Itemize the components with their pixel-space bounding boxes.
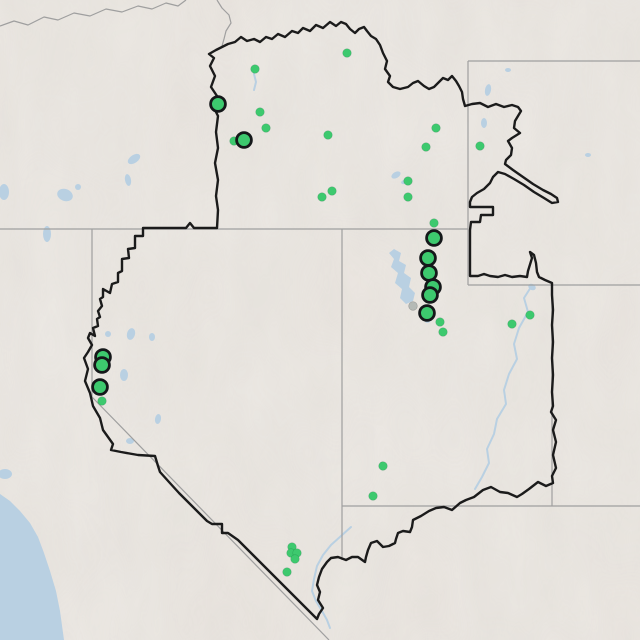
observation-dot[interactable]: [438, 327, 448, 337]
observation-cluster-marker[interactable]: [235, 131, 253, 149]
observation-dot[interactable]: [97, 396, 107, 406]
gray-observation-dot[interactable]: [408, 301, 418, 311]
lake: [105, 331, 111, 337]
lake: [57, 188, 73, 202]
lake: [0, 184, 9, 200]
observation-dot[interactable]: [342, 48, 352, 58]
observation-cluster-marker[interactable]: [93, 356, 111, 374]
state-border-line: [216, 0, 232, 47]
observation-dot[interactable]: [250, 64, 260, 74]
lake: [124, 174, 132, 186]
observation-dot[interactable]: [525, 310, 535, 320]
lake: [585, 153, 591, 157]
observation-cluster-marker[interactable]: [209, 95, 227, 113]
observation-dot[interactable]: [368, 491, 378, 501]
observation-dot[interactable]: [429, 218, 439, 228]
observation-cluster-marker[interactable]: [421, 286, 439, 304]
observation-markers[interactable]: [91, 48, 535, 577]
lake: [127, 153, 141, 165]
lake: [126, 438, 134, 444]
lake: [389, 249, 415, 304]
observation-dot[interactable]: [290, 554, 300, 564]
observation-dot[interactable]: [327, 186, 337, 196]
lake: [120, 369, 128, 381]
observation-cluster-marker[interactable]: [425, 229, 443, 247]
lake: [126, 328, 136, 340]
rivers: [253, 73, 532, 629]
observation-dot[interactable]: [475, 141, 485, 151]
region-boundary-outline: [82, 20, 560, 621]
observation-dot[interactable]: [261, 123, 271, 133]
state-border-line: [91, 396, 330, 640]
lake: [75, 184, 81, 190]
lake: [0, 494, 64, 640]
lake: [505, 68, 511, 72]
lake: [484, 84, 492, 96]
observation-dot[interactable]: [403, 192, 413, 202]
region-boundary: [82, 20, 560, 621]
observation-dot[interactable]: [378, 461, 388, 471]
observation-dot[interactable]: [282, 567, 292, 577]
water-features: [0, 68, 591, 640]
observation-cluster-marker[interactable]: [419, 249, 437, 267]
observation-dot[interactable]: [323, 130, 333, 140]
observation-cluster-marker[interactable]: [91, 378, 109, 396]
observation-dot[interactable]: [431, 123, 441, 133]
lake: [154, 414, 162, 424]
river: [253, 73, 257, 91]
lake: [391, 171, 401, 179]
lake: [43, 226, 51, 242]
state-border-line: [0, 0, 187, 27]
observation-dot[interactable]: [255, 107, 265, 117]
lake: [149, 333, 155, 341]
observation-dot[interactable]: [421, 142, 431, 152]
observation-dot[interactable]: [435, 317, 445, 327]
river: [311, 526, 352, 629]
observation-cluster-marker[interactable]: [420, 264, 438, 282]
river: [474, 286, 532, 490]
observation-dot[interactable]: [403, 176, 413, 186]
lake: [481, 118, 487, 128]
observation-dot[interactable]: [507, 319, 517, 329]
lake: [0, 469, 12, 479]
observation-cluster-marker[interactable]: [418, 304, 436, 322]
observation-dot[interactable]: [317, 192, 327, 202]
